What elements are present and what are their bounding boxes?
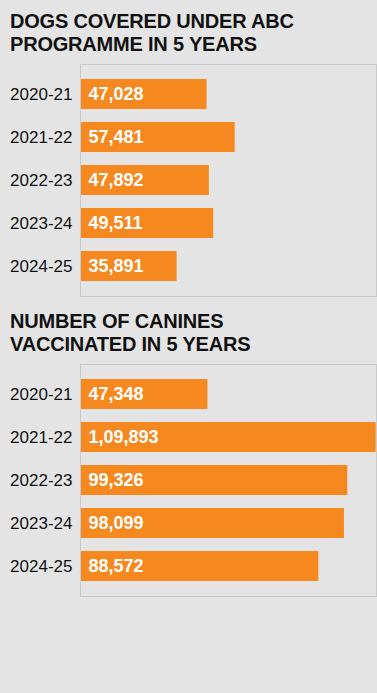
svg-text:2022-23: 2022-23 [10,171,72,190]
svg-text:98,099: 98,099 [89,513,144,533]
svg-text:47,892: 47,892 [89,170,144,190]
svg-text:35,891: 35,891 [89,256,144,276]
svg-text:2023-24: 2023-24 [10,214,72,233]
svg-text:2022-23: 2022-23 [10,471,72,490]
svg-text:47,348: 47,348 [89,384,144,404]
svg-text:2021-22: 2021-22 [10,428,72,447]
svg-text:2020-21: 2020-21 [10,85,72,104]
svg-text:2023-24: 2023-24 [10,514,72,533]
svg-text:88,572: 88,572 [89,556,144,576]
svg-text:2020-21: 2020-21 [10,385,72,404]
svg-text:1,09,893: 1,09,893 [89,427,159,447]
svg-text:2021-22: 2021-22 [10,128,72,147]
svg-text:2024-25: 2024-25 [10,257,72,276]
svg-text:2024-25: 2024-25 [10,557,72,576]
svg-text:99,326: 99,326 [89,470,144,490]
svg-text:49,511: 49,511 [89,213,143,233]
svg-text:57,481: 57,481 [89,127,144,147]
svg-text:47,028: 47,028 [89,84,144,104]
html-text:NUMBER OF CANINES VACCINATED I: NUMBER OF CANINES VACCINATED IN 5 YEARS [10,310,251,355]
html-text:DOGS COVERED UNDER ABC PROGRAM: DOGS COVERED UNDER ABC PROGRAMME IN 5 YE… [10,10,294,55]
